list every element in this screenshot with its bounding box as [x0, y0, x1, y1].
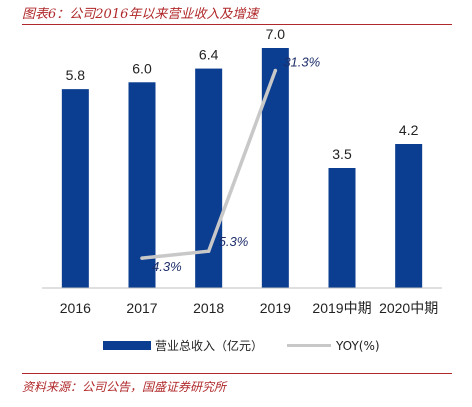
- x-tick-label-2017: 2017: [126, 300, 157, 316]
- x-tick-label-2016: 2016: [60, 300, 91, 316]
- bar-value-label-2019: 7.0: [266, 26, 286, 42]
- bar-2020中期: [395, 144, 423, 288]
- yoy-value-label-2018: 5.3%: [219, 234, 249, 249]
- source-divider: [22, 373, 452, 374]
- legend-line-label: YOY(%): [335, 339, 380, 353]
- legend-bar-swatch: [103, 341, 151, 350]
- bar-value-label-2017: 6.0: [132, 60, 152, 76]
- bar-value-label-2020中期: 4.2: [399, 122, 419, 138]
- yoy-point-2018: [206, 249, 211, 253]
- bar-2017: [128, 82, 156, 289]
- x-tick-label-2019中期: 2019中期: [312, 300, 371, 316]
- source-note: 资料来源：公司公告，国盛证券研究所: [22, 380, 227, 394]
- legend-bar-label: 营业总收入（亿元）: [155, 338, 263, 353]
- bar-value-label-2018: 6.4: [199, 47, 219, 63]
- bar-2019: [261, 48, 289, 288]
- bar-value-label-2019中期: 3.5: [332, 146, 352, 162]
- title-divider: [22, 24, 452, 25]
- legend: 营业总收入（亿元） YOY(%): [103, 338, 380, 353]
- x-tick-label-2018: 2018: [193, 300, 224, 316]
- yoy-point-2017: [140, 256, 144, 260]
- chart-title: 图表6：公司2016年以来营业收入及增速: [22, 7, 259, 22]
- bar-2018: [195, 68, 223, 288]
- bar-value-label-2016: 5.8: [66, 67, 86, 83]
- yoy-value-label-2017: 4.3%: [152, 259, 182, 274]
- x-tick-label-2020中期: 2020中期: [379, 300, 438, 316]
- bar-2016: [61, 89, 89, 289]
- yoy-point-2019: [273, 68, 278, 73]
- yoy-value-label-2019: 31.3%: [283, 55, 320, 70]
- bar-2019中期: [328, 168, 356, 288]
- x-tick-label-2019: 2019: [260, 300, 291, 316]
